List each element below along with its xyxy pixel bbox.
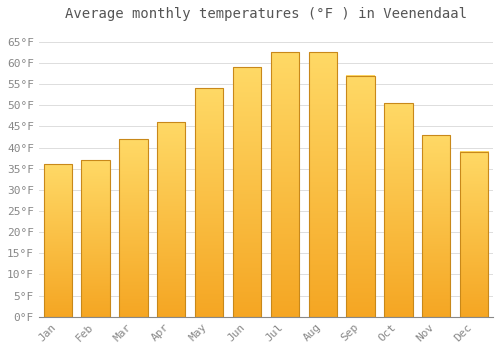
Bar <box>422 135 450 317</box>
Bar <box>195 88 224 317</box>
Bar <box>460 152 488 317</box>
Bar <box>82 160 110 317</box>
Bar <box>157 122 186 317</box>
Bar <box>44 164 72 317</box>
Bar <box>346 76 375 317</box>
Bar <box>233 67 261 317</box>
Bar <box>270 52 299 317</box>
Bar <box>119 139 148 317</box>
Bar <box>308 52 337 317</box>
Bar <box>384 103 412 317</box>
Title: Average monthly temperatures (°F ) in Veenendaal: Average monthly temperatures (°F ) in Ve… <box>65 7 467 21</box>
